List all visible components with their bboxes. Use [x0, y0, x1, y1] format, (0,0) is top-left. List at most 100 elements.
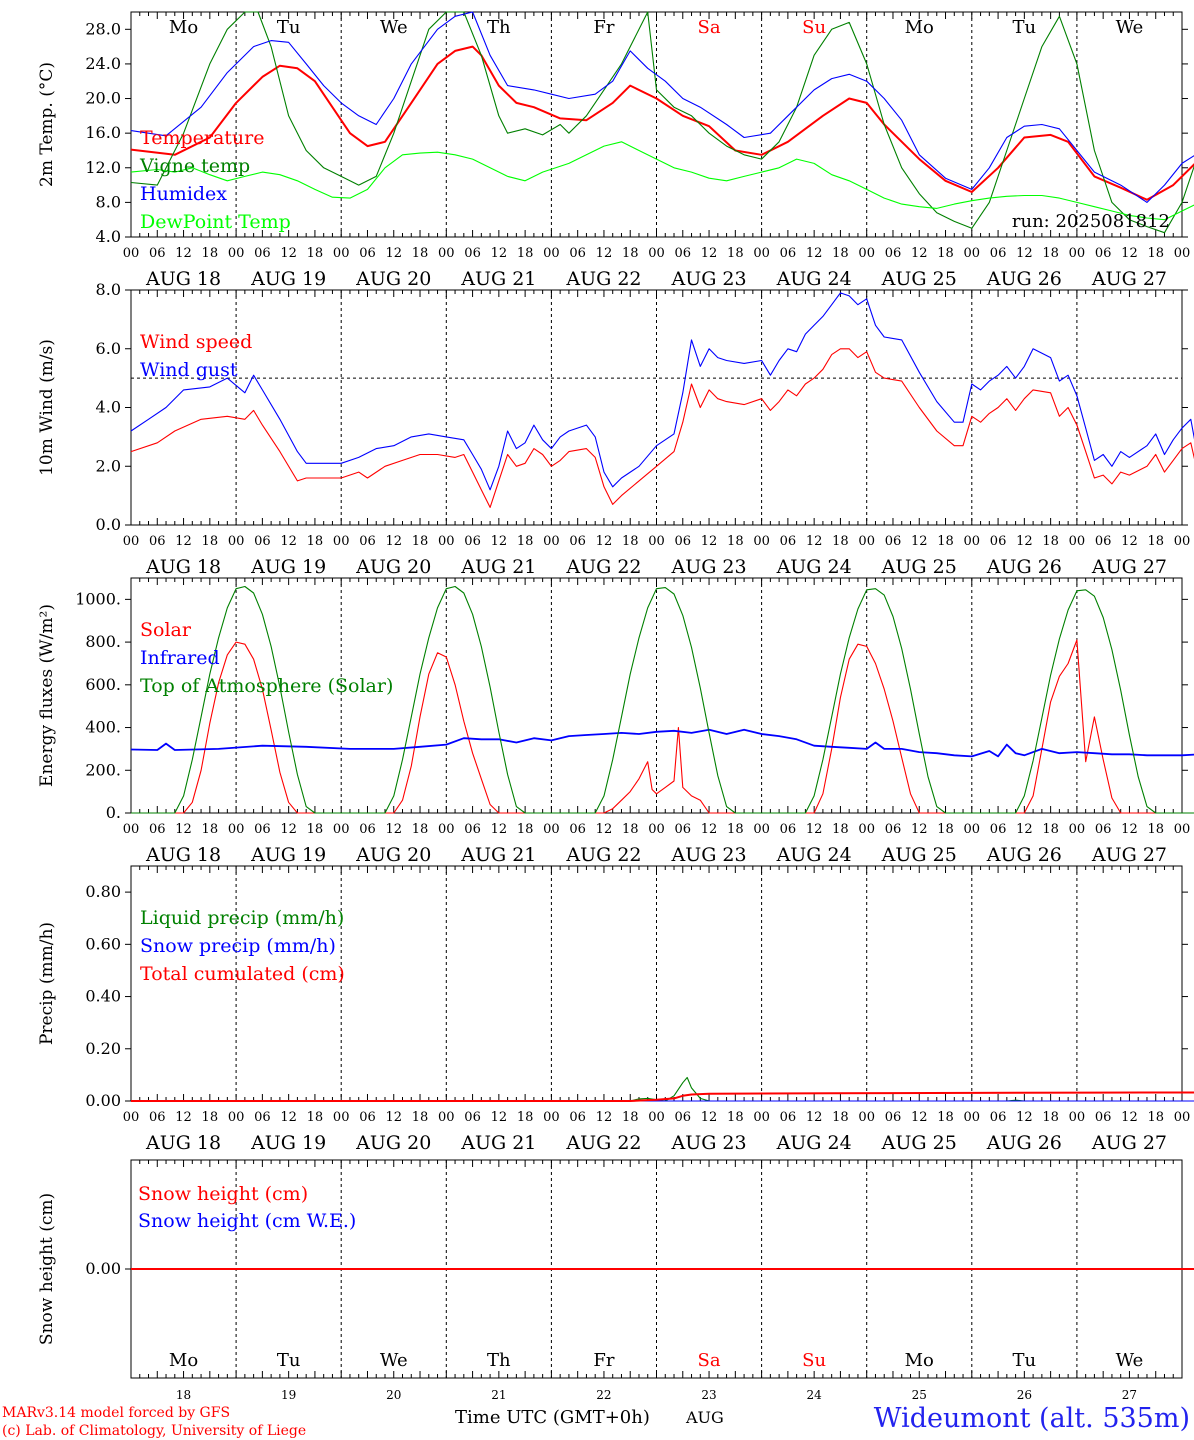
hour-tick-label: 00 — [964, 534, 981, 549]
hour-tick-label: 00 — [1174, 1110, 1191, 1125]
panel-4 — [125, 865, 1194, 1102]
y-tick-label: 1000. — [75, 589, 121, 608]
hour-tick-label: 12 — [596, 1110, 613, 1125]
hour-tick-label: 06 — [359, 246, 376, 261]
hour-tick-label: 18 — [1147, 534, 1164, 549]
weekday-label: Fr — [593, 17, 614, 38]
hour-tick-label: 12 — [280, 246, 297, 261]
y-tick-label: 0.0 — [96, 515, 121, 534]
y-tick-label: 600. — [85, 675, 121, 694]
day-label: AUG 19 — [250, 1132, 326, 1154]
weekday-label: We — [1116, 17, 1144, 38]
hour-tick-label: 00 — [543, 1110, 560, 1125]
hour-tick-label: 12 — [280, 534, 297, 549]
hour-tick-label: 06 — [254, 246, 271, 261]
hour-tick-label: 00 — [228, 534, 245, 549]
day-label: AUG 18 — [145, 556, 221, 578]
hour-tick-label: 18 — [517, 246, 534, 261]
credit-line: MARv3.14 model forced by GFS — [2, 1405, 230, 1421]
hour-tick-label: 18 — [1042, 246, 1059, 261]
hour-tick-label: 18 — [412, 822, 429, 837]
day-label: AUG 25 — [881, 556, 957, 578]
hour-tick-label: 06 — [149, 822, 166, 837]
hour-tick-label: 18 — [412, 1110, 429, 1125]
hour-tick-label: 00 — [333, 246, 350, 261]
day-label: AUG 25 — [881, 268, 957, 290]
hour-tick-label: 12 — [491, 822, 508, 837]
hour-tick-label: 00 — [543, 246, 560, 261]
hour-tick-label: 12 — [911, 822, 928, 837]
hour-tick-label: 00 — [753, 534, 770, 549]
day-label: AUG 19 — [250, 556, 326, 578]
hour-tick-label: 12 — [911, 534, 928, 549]
day-number: 21 — [491, 1388, 506, 1402]
day-label: AUG 18 — [145, 1132, 221, 1154]
weekday-label: Su — [802, 17, 826, 38]
day-label: AUG 22 — [565, 268, 641, 290]
hour-tick-label: 06 — [464, 822, 481, 837]
hour-tick-label: 06 — [149, 534, 166, 549]
day-label: AUG 18 — [145, 844, 221, 866]
y-tick-label: 2.0 — [96, 456, 121, 475]
weekday-label: Sa — [698, 17, 721, 38]
weekday-label: We — [380, 1350, 408, 1371]
hour-tick-label: 06 — [990, 1110, 1007, 1125]
weekday-label: Mo — [169, 1350, 198, 1371]
weekday-label: Tu — [1013, 1350, 1037, 1371]
legend-entry: Top of Atmosphere (Solar) — [140, 675, 393, 697]
hour-tick-label: 18 — [412, 246, 429, 261]
x-axis-label: Time UTC (GMT+0h) — [455, 1407, 650, 1428]
hour-tick-label: 12 — [1016, 1110, 1033, 1125]
hour-tick-label: 18 — [622, 1110, 639, 1125]
day-label: AUG 22 — [565, 1132, 641, 1154]
y-tick-label: 0.20 — [85, 1039, 121, 1058]
site-title: Wideumont (alt. 535m) — [874, 1403, 1190, 1434]
legend-entry: DewPoint Temp — [140, 211, 291, 233]
hour-tick-label: 12 — [491, 1110, 508, 1125]
hour-tick-label: 00 — [648, 1110, 665, 1125]
hour-tick-label: 00 — [228, 246, 245, 261]
hour-tick-label: 12 — [701, 246, 718, 261]
y-tick-label: 0. — [106, 803, 121, 822]
hour-tick-label: 00 — [858, 822, 875, 837]
hour-tick-label: 12 — [175, 246, 192, 261]
day-number: 26 — [1017, 1388, 1032, 1402]
hour-tick-label: 12 — [596, 822, 613, 837]
day-label: AUG 21 — [460, 1132, 536, 1154]
hour-tick-label: 12 — [911, 1110, 928, 1125]
hour-tick-label: 06 — [1095, 246, 1112, 261]
day-number: 22 — [596, 1388, 611, 1402]
hour-tick-label: 06 — [675, 822, 692, 837]
hour-tick-label: 06 — [675, 534, 692, 549]
series-line-vigne-temp — [130, 11, 1194, 234]
hour-tick-label: 00 — [1069, 534, 1086, 549]
weekday-label: Sa — [698, 1350, 721, 1371]
hour-tick-label: 18 — [517, 822, 534, 837]
hour-tick-label: 06 — [990, 822, 1007, 837]
hour-tick-label: 18 — [1147, 246, 1164, 261]
hour-tick-label: 18 — [727, 1110, 744, 1125]
run-label: run: 2025081812 — [1012, 211, 1170, 232]
hour-tick-label: 12 — [806, 822, 823, 837]
hour-tick-label: 00 — [123, 822, 140, 837]
day-label: AUG 20 — [355, 1132, 431, 1154]
y-tick-label: 16.0 — [85, 123, 121, 142]
day-label: AUG 27 — [1091, 556, 1167, 578]
hour-tick-label: 18 — [307, 1110, 324, 1125]
hour-tick-label: 18 — [1147, 1110, 1164, 1125]
legend-entry: Infrared — [140, 647, 220, 669]
hour-tick-label: 18 — [727, 246, 744, 261]
weekday-label: Su — [802, 1350, 826, 1371]
day-label: AUG 24 — [776, 1132, 852, 1154]
hour-tick-label: 00 — [333, 822, 350, 837]
legend-entry: Liquid precip (mm/h) — [140, 907, 344, 929]
day-label: AUG 21 — [460, 556, 536, 578]
legend-entry: Snow height (cm W.E.) — [138, 1210, 356, 1232]
day-label: AUG 23 — [670, 1132, 746, 1154]
weekday-label: Th — [487, 1350, 511, 1371]
weekday-label: Tu — [1013, 17, 1037, 38]
day-number: 18 — [176, 1388, 191, 1402]
y-tick-label: 0.00 — [85, 1091, 121, 1110]
hour-tick-label: 06 — [675, 1110, 692, 1125]
hour-tick-label: 00 — [123, 1110, 140, 1125]
